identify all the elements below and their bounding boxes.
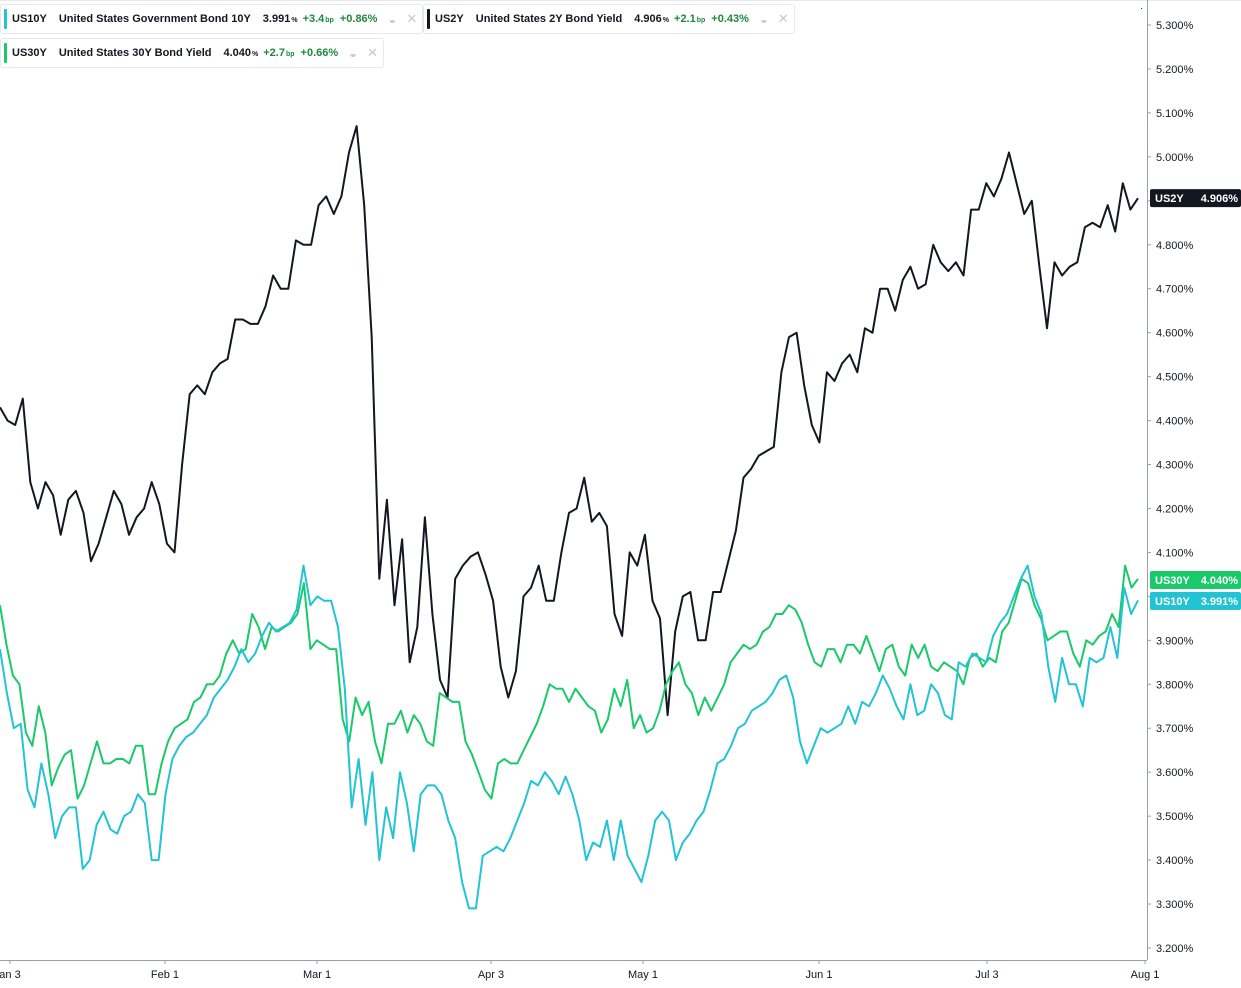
y-tick-label: 3.900% — [1156, 635, 1194, 647]
series-color-swatch — [427, 9, 430, 29]
price-tags: US2Y 4.906% US30Y 4.040% US10Y 3.991% — [1150, 189, 1241, 610]
hide-series-icon[interactable]: ◒ — [388, 11, 397, 27]
hide-series-icon[interactable]: ◒ — [759, 11, 768, 27]
price-tag-symbol: US10Y — [1155, 596, 1191, 608]
legend-symbol: US2Y — [435, 13, 464, 25]
series-layer — [0, 125, 1139, 910]
series-color-swatch — [4, 9, 7, 29]
series-color-swatch — [4, 43, 7, 63]
x-tick-label: Jul 3 — [975, 969, 998, 981]
x-tick-label: Aug 1 — [1131, 969, 1160, 981]
price-tag-symbol: US30Y — [1155, 575, 1191, 587]
legend-symbol: US30Y — [12, 47, 47, 59]
y-tick-label: 5.000% — [1156, 152, 1194, 164]
y-tick-label: 3.500% — [1156, 811, 1194, 823]
crosshair-marker: · — [1140, 3, 1143, 14]
hide-series-icon[interactable]: ◒ — [349, 45, 358, 61]
x-axis: an 3 Feb 1 Mar 1 Apr 3 May 1 Jun 1 Jul 3 Aug 1 — [0, 960, 1159, 981]
legend-description: United States 30Y Bond Yield — [58, 47, 212, 59]
y-tick-label: 5.200% — [1156, 64, 1194, 76]
x-tick-label: May 1 — [628, 969, 658, 981]
y-tick-label: 3.300% — [1156, 899, 1194, 911]
series-line-us10y[interactable] — [0, 564, 1139, 910]
y-axis: 3.200% 3.300% 3.400% 3.500% 3.600% 3.700% 3.80… — [1147, 20, 1194, 955]
legend-change-percent: +0.43% — [711, 13, 749, 25]
y-tick-label: 4.500% — [1156, 372, 1194, 384]
close-icon[interactable]: ✕ — [777, 11, 789, 26]
x-tick-label: Jun 1 — [806, 969, 833, 981]
legend-description: United States Government Bond 10Y — [58, 13, 251, 25]
y-tick-label: 3.400% — [1156, 855, 1194, 867]
x-tick-label: an 3 — [0, 969, 21, 981]
y-tick-label: 3.800% — [1156, 679, 1194, 691]
y-tick-label: 3.600% — [1156, 767, 1194, 779]
legend-change-percent: +0.66% — [300, 47, 339, 59]
legend-us2y[interactable]: US2Y United States 2Y Bond Yield 4.906% … — [423, 4, 795, 34]
price-tag-us2y — [1150, 189, 1241, 208]
legend-us10y[interactable]: US10Y United States Government Bond 10Y … — [0, 4, 424, 34]
series-line-us2y[interactable] — [0, 125, 1139, 717]
y-tick-label: 3.200% — [1156, 943, 1194, 955]
x-tick-label: Mar 1 — [303, 969, 331, 981]
y-tick-label: 4.700% — [1156, 284, 1194, 296]
y-tick-label: 5.300% — [1156, 20, 1194, 32]
legend-change-percent: +0.86% — [339, 13, 378, 25]
price-tag-symbol: US2Y — [1155, 193, 1184, 205]
close-icon[interactable]: ✕ — [406, 11, 418, 26]
legend-description: United States 2Y Bond Yield — [475, 13, 623, 25]
x-tick-label: Apr 3 — [478, 969, 504, 981]
y-tick-label: 4.400% — [1156, 416, 1194, 428]
price-tag-us30y — [1150, 571, 1241, 589]
y-tick-label: 4.800% — [1156, 240, 1194, 252]
legend-change: +3.4bp — [302, 13, 334, 25]
y-tick-label: 4.600% — [1156, 328, 1194, 340]
y-tick-label: 4.200% — [1156, 503, 1194, 515]
y-tick-label: 4.100% — [1156, 547, 1194, 559]
price-tag-value: 4.906% — [1201, 193, 1239, 205]
y-tick-label: 3.700% — [1156, 723, 1194, 735]
legend-symbol: US10Y — [12, 13, 47, 25]
legend-value: 3.991% — [262, 13, 298, 25]
legend-us30y[interactable]: US30Y United States 30Y Bond Yield 4.040… — [0, 38, 384, 68]
legend-change: +2.1bp — [674, 13, 706, 25]
series-line-us30y[interactable] — [0, 564, 1139, 800]
legend-change: +2.7bp — [263, 47, 295, 59]
price-tag-us10y — [1150, 592, 1241, 610]
price-tag-value: 3.991% — [1201, 596, 1239, 608]
y-tick-label: 5.100% — [1156, 108, 1194, 120]
close-icon[interactable]: ✕ — [367, 45, 378, 60]
y-tick-label: 4.300% — [1156, 460, 1194, 472]
legend-value: 4.040% — [223, 47, 259, 59]
price-tag-value: 4.040% — [1201, 575, 1239, 587]
x-tick-label: Feb 1 — [151, 969, 179, 981]
legend-value: 4.906% — [634, 13, 670, 25]
